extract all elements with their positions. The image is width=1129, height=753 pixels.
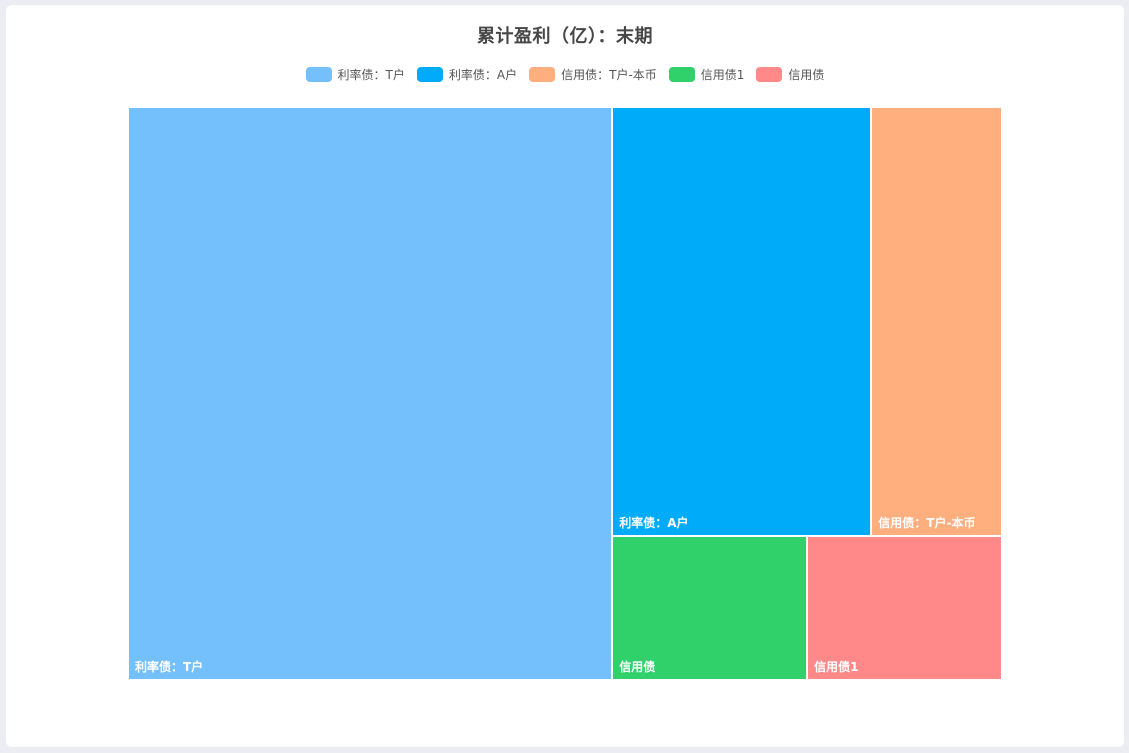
legend-item[interactable]: 利率债：T户	[305, 66, 405, 83]
legend-item[interactable]: 信用债1	[668, 66, 745, 83]
legend-label: 利率债：A户	[448, 67, 518, 82]
chart-legend: 利率债：T户 利率债：A户 信用债：T户-本币 信用债1 信用债	[6, 63, 1124, 85]
chart-panel: 累计盈利（亿）：末期 利率债：T户 利率债：A户 信用债：T户-本币 信用债1 …	[6, 5, 1124, 747]
tile-label: 利率债：A户	[619, 516, 689, 531]
legend-swatch	[305, 66, 332, 82]
treemap-tile[interactable]: 信用债	[612, 536, 808, 680]
treemap-tile[interactable]: 利率债：T户	[128, 107, 613, 680]
legend-swatch	[416, 66, 443, 82]
legend-label: 信用债：T户-本币	[561, 67, 657, 82]
tile-label: 信用债1	[814, 659, 859, 674]
tile-label: 利率债：T户	[135, 660, 204, 674]
tile-label: 信用债：T户-本币	[878, 516, 976, 531]
legend-label: 信用债1	[700, 67, 745, 82]
legend-swatch	[668, 66, 695, 82]
legend-label: 信用债	[788, 67, 825, 82]
treemap-tile[interactable]: 利率债：A户	[612, 107, 872, 537]
legend-item[interactable]: 信用债	[756, 66, 824, 83]
treemap-tile[interactable]: 信用债：T户-本币	[871, 107, 1002, 537]
legend-item[interactable]: 利率债：A户	[416, 66, 518, 83]
treemap-area: 利率债：T户 利率债：A户 信用债：T户-本币信用债 信用债1	[128, 107, 1002, 680]
tile-label: 信用债	[619, 659, 656, 674]
legend-item[interactable]: 信用债：T户-本币	[529, 66, 657, 83]
legend-label: 利率债：T户	[337, 67, 405, 82]
chart-title: 累计盈利（亿）：末期	[477, 26, 653, 47]
treemap-tile[interactable]: 信用债1	[807, 536, 1002, 680]
legend-swatch	[529, 66, 556, 82]
legend-swatch	[756, 66, 783, 82]
